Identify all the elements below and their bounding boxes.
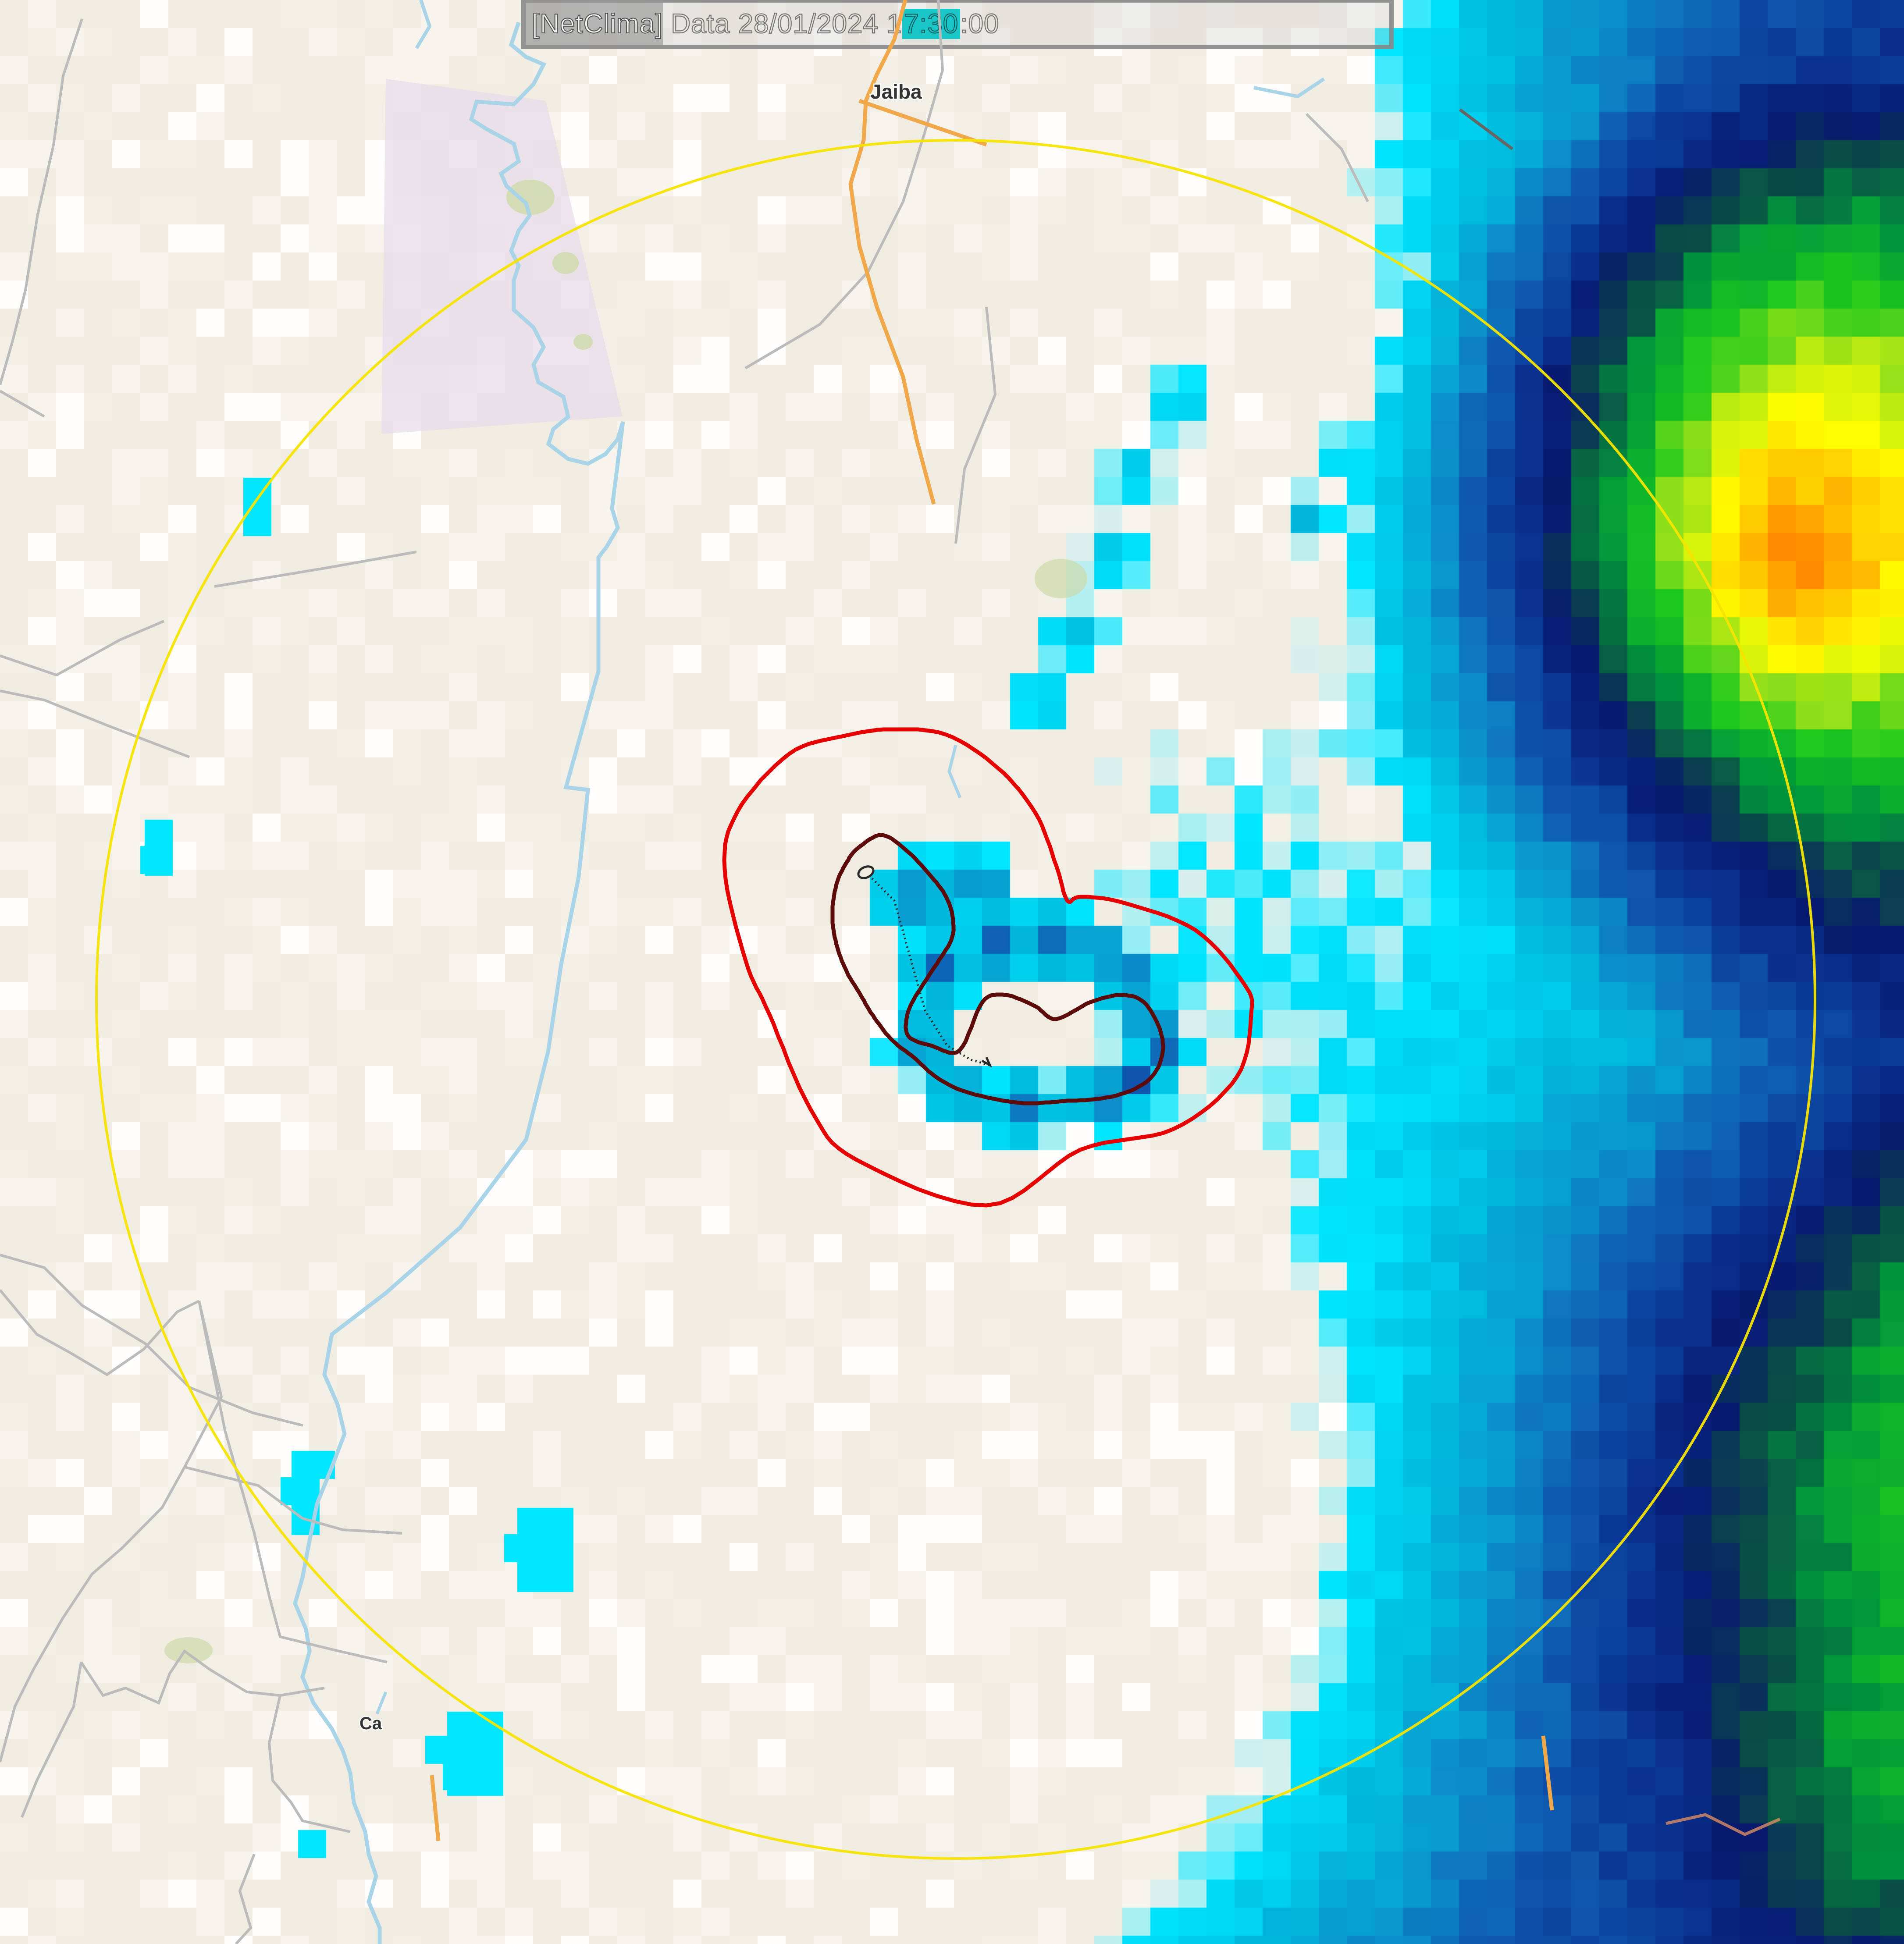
svg-text:Jaiba: Jaiba — [870, 80, 922, 103]
svg-text:Ca: Ca — [359, 1714, 382, 1733]
